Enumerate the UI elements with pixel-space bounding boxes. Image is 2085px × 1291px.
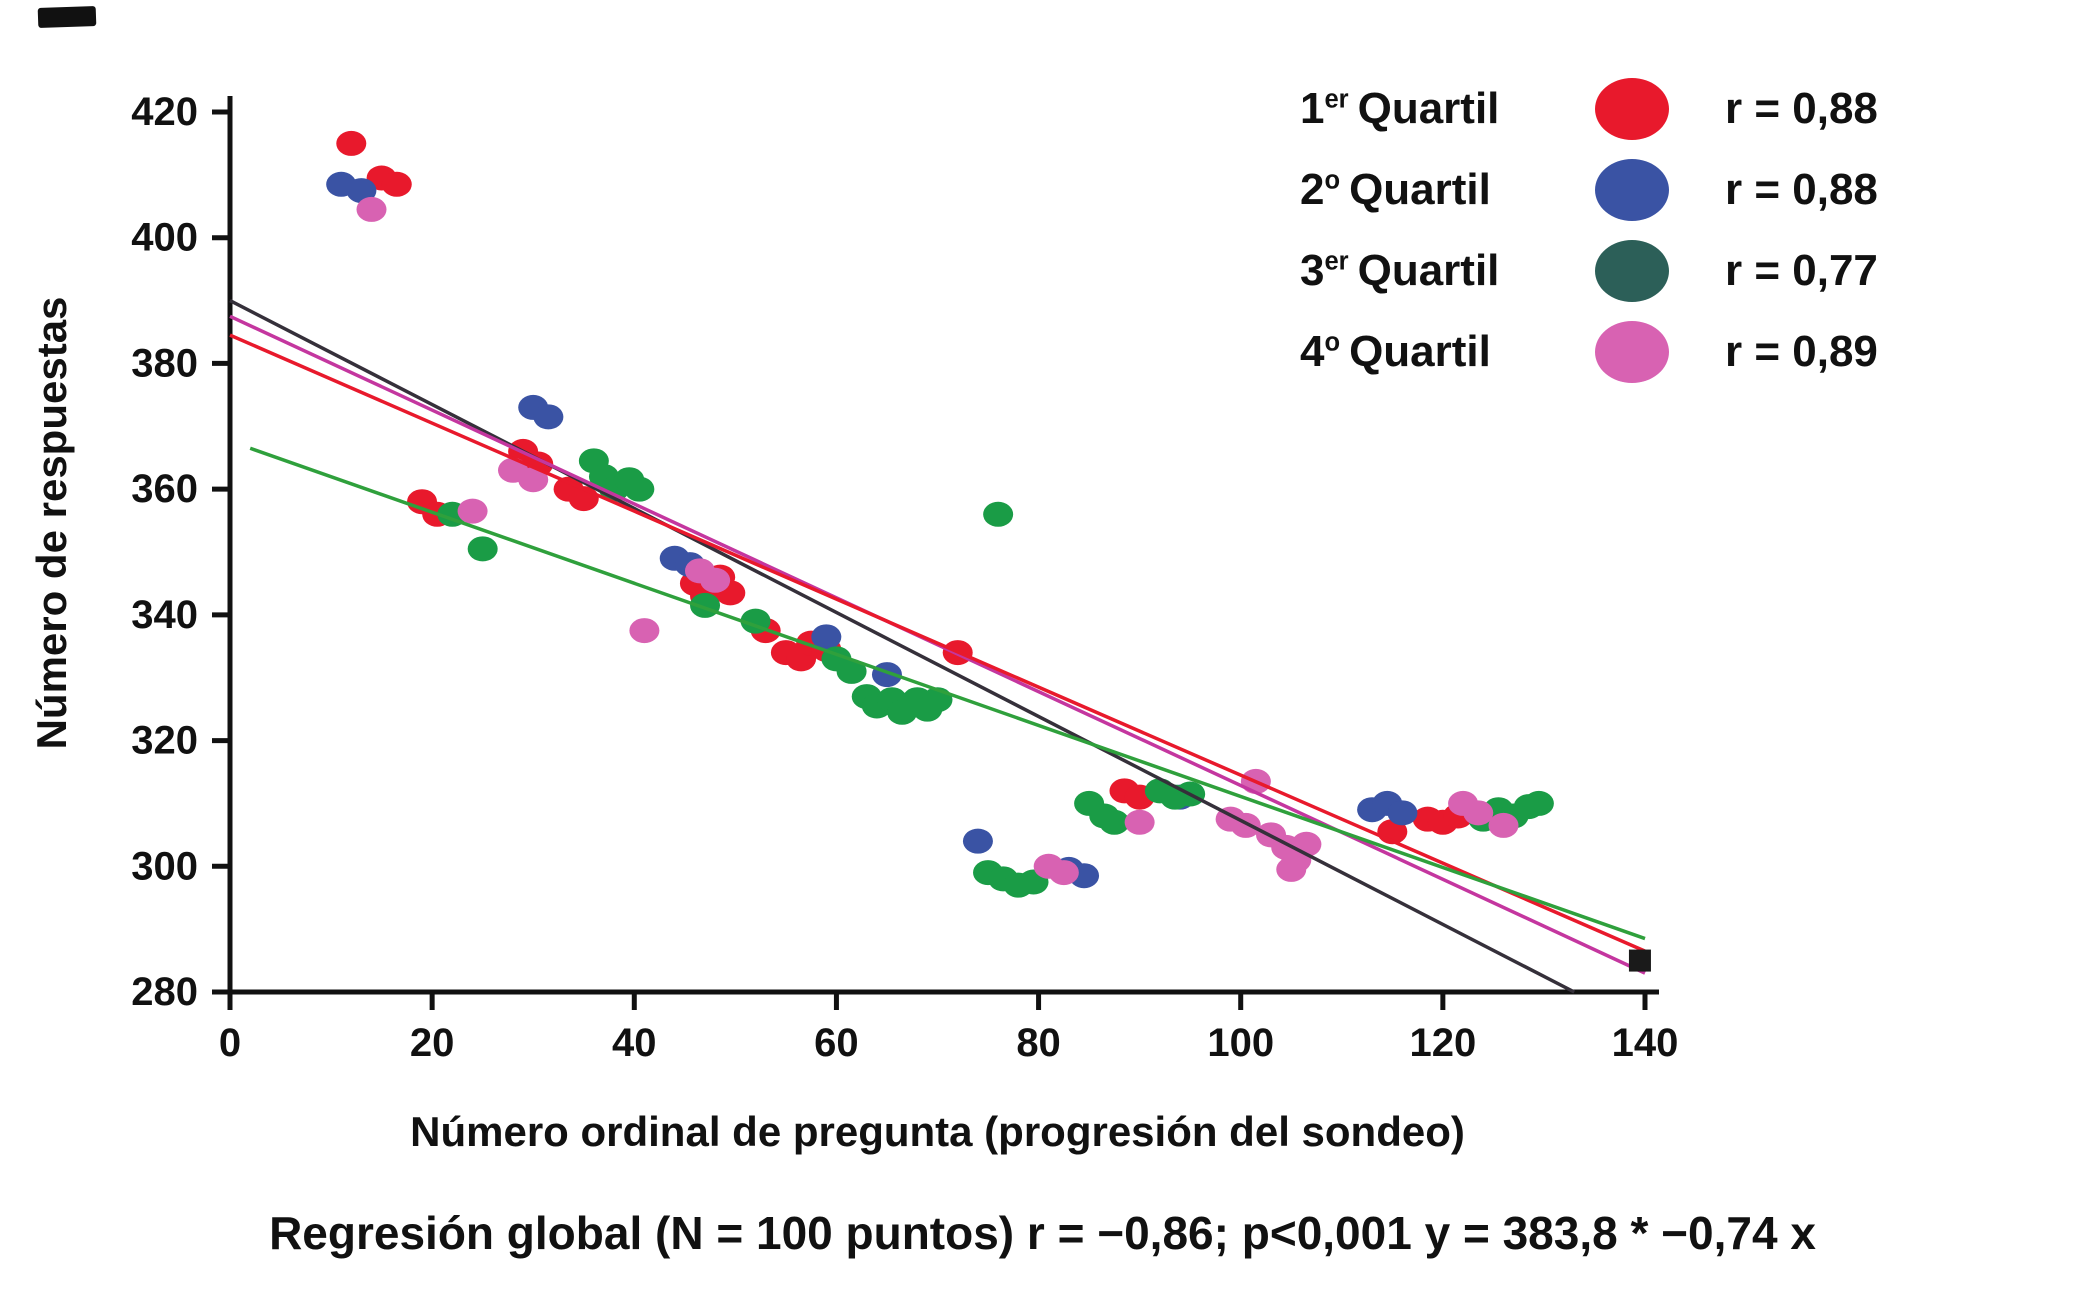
legend-r-value: r = 0,89 — [1725, 326, 1878, 376]
scatter-point — [1387, 800, 1418, 826]
legend-label: 4o Quartil — [1300, 326, 1491, 376]
x-tick-label: 100 — [1207, 1021, 1274, 1065]
scatter-point — [533, 404, 564, 430]
x-tick-label: 0 — [219, 1021, 241, 1065]
scatter-point — [811, 624, 842, 650]
x-tick-label: 80 — [1016, 1021, 1061, 1065]
y-tick-label: 400 — [131, 216, 198, 260]
scatter-point — [836, 658, 867, 684]
legend-r-value: r = 0,88 — [1725, 83, 1878, 133]
y-tick-label: 300 — [131, 844, 198, 888]
scatter-point — [1488, 812, 1519, 838]
legend-swatch-blue — [1595, 158, 1669, 221]
regression-line — [249, 446, 1646, 941]
x-axis-label: Número ordinal de pregunta (progresión d… — [410, 1108, 1465, 1155]
regression-line — [229, 299, 1576, 994]
legend-r-value: r = 0,77 — [1725, 245, 1878, 295]
legend-item-q2: 2o Quartil r = 0,88 — [1300, 149, 1878, 230]
x-tick-label: 140 — [1612, 1021, 1679, 1065]
scatter-point — [518, 467, 549, 493]
regression-line — [229, 333, 1646, 953]
legend-r-value: r = 0,88 — [1725, 164, 1878, 214]
x-tick-label: 120 — [1409, 1021, 1476, 1065]
x-tick-label: 40 — [612, 1021, 657, 1065]
y-tick-label: 380 — [131, 341, 198, 385]
scatter-point — [629, 618, 660, 644]
scatter-point — [1124, 809, 1155, 835]
scatter-point — [467, 536, 498, 562]
legend-swatch-pink — [1595, 320, 1669, 383]
global-regression-caption: Regresión global (N = 100 puntos) r = −0… — [269, 1207, 1816, 1259]
y-tick-label: 340 — [131, 593, 198, 637]
x-tick-label: 20 — [410, 1021, 455, 1065]
y-tick-label: 320 — [131, 719, 198, 763]
legend-item-q3: 3er Quartil r = 0,77 — [1300, 230, 1878, 311]
legend-item-q1: 1er Quartil r = 0,88 — [1300, 68, 1878, 149]
data-point-square — [1628, 949, 1651, 972]
scatter-point — [1048, 860, 1079, 886]
y-axis-label: Número de respuestas — [28, 296, 75, 750]
y-tick-label: 420 — [131, 90, 198, 134]
scatter-point — [624, 476, 655, 502]
legend-label: 1er Quartil — [1300, 83, 1500, 133]
legend-swatch-teal — [1595, 239, 1669, 302]
legend: 1er Quartil r = 0,88 2o Quartil r = 0,88 3… — [1300, 68, 1878, 392]
scatter-point — [381, 171, 412, 197]
scatter-point — [1523, 790, 1554, 816]
scatter-point — [457, 498, 488, 524]
scatter-point — [346, 178, 377, 204]
legend-swatch-red — [1595, 77, 1669, 140]
y-tick-label: 280 — [131, 970, 198, 1014]
scatter-point — [336, 130, 367, 156]
y-tick-label: 360 — [131, 467, 198, 511]
legend-item-q4: 4o Quartil r = 0,89 — [1300, 311, 1878, 392]
scatter-point — [700, 567, 731, 593]
scatter-point — [962, 828, 993, 854]
scatter-point — [1099, 809, 1130, 835]
scatter-point — [1463, 800, 1494, 826]
legend-label: 2o Quartil — [1300, 164, 1491, 214]
scatter-point — [983, 501, 1014, 527]
x-tick-label: 60 — [814, 1021, 859, 1065]
scatter-point — [356, 196, 387, 222]
legend-label: 3er Quartil — [1300, 245, 1500, 295]
scatter-point — [1276, 856, 1307, 882]
